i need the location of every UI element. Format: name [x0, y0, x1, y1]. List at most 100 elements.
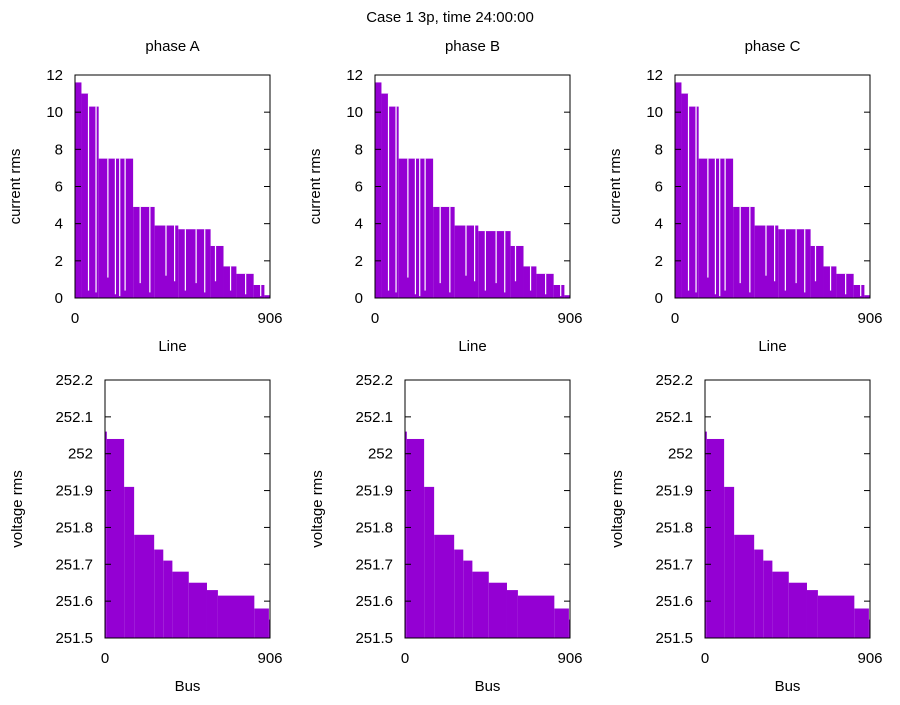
bar-gap — [474, 225, 476, 282]
bar-gap — [784, 229, 786, 291]
subplot-title: phase C — [745, 38, 801, 55]
bar-segment — [763, 560, 773, 638]
bar-gap — [87, 93, 90, 291]
x-tick-label: 0 — [71, 310, 79, 327]
y-tick-label: 252.2 — [55, 372, 93, 389]
y-tick-label: 10 — [646, 104, 663, 121]
y-tick-label: 10 — [46, 104, 63, 121]
bar-gap — [195, 229, 197, 284]
y-axis-label: current rms — [7, 149, 24, 225]
bar-segment — [853, 284, 865, 298]
bar-segment — [388, 106, 399, 298]
y-tick-label: 251.7 — [55, 556, 93, 573]
bar-segment — [75, 82, 82, 298]
bar-gap — [107, 158, 109, 278]
bar-gap — [407, 158, 409, 278]
bar-segment — [854, 608, 869, 638]
bar-segment — [778, 229, 811, 298]
y-tick-label: 6 — [55, 179, 63, 196]
x-axis-label: Bus — [475, 678, 501, 695]
bar-gap — [449, 206, 451, 293]
bar-segment — [724, 486, 735, 638]
chart-panel-6: 251.5 251.6 251.7 251.8 251.9 252 252.1 252.2 0 9… — [609, 372, 883, 695]
y-tick-label: 2 — [355, 253, 363, 270]
bar-gap — [724, 158, 726, 291]
y-tick-label: 251.8 — [355, 519, 393, 536]
y-axis-label: voltage rms — [609, 470, 626, 548]
x-tick-label: 0 — [401, 650, 409, 667]
bar-segment — [817, 595, 855, 638]
y-tick-label: 251.5 — [355, 630, 393, 647]
x-axis-label: Bus — [775, 678, 801, 695]
bar-gap — [774, 225, 776, 282]
bar-gap — [165, 225, 167, 276]
bar-gap — [687, 93, 690, 291]
bar-segment — [264, 295, 270, 298]
x-tick-label: 906 — [257, 310, 282, 327]
bar-gap — [814, 245, 817, 282]
bar-gap — [184, 229, 186, 291]
plot-frame — [404, 379, 571, 639]
bar-segment — [210, 245, 224, 298]
bar-segment — [705, 431, 707, 638]
y-axis-label: current rms — [607, 149, 624, 225]
y-tick-label: 251.8 — [55, 519, 93, 536]
bar-gap — [114, 158, 117, 295]
y-tick-label: 252 — [368, 446, 393, 463]
bar-segment — [810, 245, 824, 298]
bar-segment — [106, 438, 125, 638]
y-tick-label: 8 — [655, 141, 663, 158]
chart-panel-4: 251.5 251.6 251.7 251.8 251.9 252 252.1 252.2 0 9… — [9, 372, 283, 695]
bar-segment — [517, 595, 555, 638]
bar-segment — [405, 431, 407, 638]
y-tick-label: 12 — [46, 67, 63, 84]
bar-segment — [868, 619, 870, 638]
bar-gap — [860, 284, 862, 297]
bar-gap — [829, 266, 832, 291]
y-tick-label: 0 — [55, 290, 63, 307]
bar-gap — [804, 229, 806, 293]
bar-segment — [206, 590, 218, 638]
x-axis-label: Line — [758, 338, 786, 355]
x-tick-label: 906 — [557, 310, 582, 327]
chart-panel-3: 0 2 4 6 8 10 12 0 906 phase C Line current rms — [607, 38, 883, 355]
y-tick-label: 4 — [355, 216, 363, 233]
bar-gap — [419, 158, 421, 297]
y-tick-label: 2 — [55, 253, 63, 270]
bar-gap — [765, 225, 767, 276]
x-tick-label: 0 — [371, 310, 379, 327]
bar-segment — [733, 206, 755, 298]
x-tick-label: 906 — [557, 650, 582, 667]
x-tick-label: 0 — [101, 650, 109, 667]
x-tick-label: 906 — [857, 650, 882, 667]
y-tick-label: 251.8 — [655, 519, 693, 536]
y-tick-label: 252.1 — [355, 409, 393, 426]
bar-segment — [105, 431, 107, 638]
bar-gap — [795, 229, 797, 284]
bar-segment — [163, 560, 173, 638]
bar-segment — [734, 534, 755, 638]
bar-gap — [695, 106, 697, 293]
y-tick-label: 0 — [355, 290, 363, 307]
bar-gap — [465, 225, 467, 276]
bar-segment — [681, 93, 689, 298]
y-tick-label: 8 — [355, 141, 363, 158]
bar-segment — [217, 595, 255, 638]
bar-segment — [188, 582, 207, 638]
bar-gap — [495, 231, 497, 284]
bar-segment — [553, 284, 565, 298]
y-tick-label: 12 — [646, 67, 663, 84]
bar-segment — [675, 82, 682, 298]
y-tick-label: 251.9 — [655, 483, 693, 500]
bar-gap — [245, 273, 247, 295]
bar-segment — [788, 582, 807, 638]
bar-segment — [133, 206, 155, 298]
bar-segment — [406, 438, 425, 638]
y-axis-label: current rms — [307, 149, 324, 225]
y-tick-label: 251.5 — [55, 630, 93, 647]
y-tick-label: 252.2 — [355, 372, 393, 389]
bar-segment — [706, 438, 725, 638]
bar-segment — [178, 229, 211, 298]
x-tick-label: 906 — [257, 650, 282, 667]
